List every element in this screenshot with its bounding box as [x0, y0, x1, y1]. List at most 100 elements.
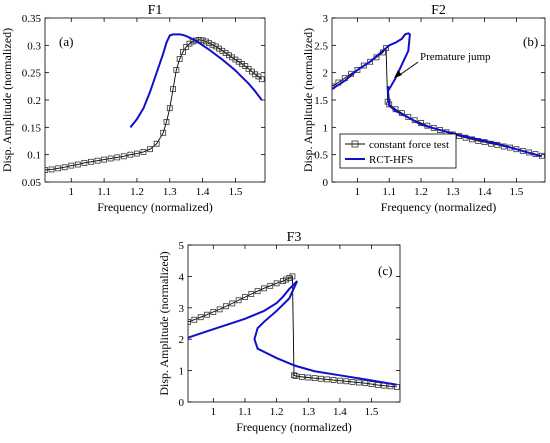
series-line-rct-hfs [332, 32, 543, 158]
data-point-marker [216, 306, 223, 313]
chart-title: F3 [287, 230, 302, 245]
data-point-marker [55, 165, 62, 172]
y-tick-label: 1.5 [314, 95, 328, 107]
x-tick-label: 1 [355, 186, 361, 198]
x-tick-label: 1.1 [97, 186, 111, 198]
x-tick-label: 1.3 [163, 186, 177, 198]
x-tick-label: 1.2 [414, 186, 428, 198]
data-point-marker [140, 149, 147, 155]
x-tick-label: 1.2 [130, 186, 144, 198]
y-tick-label: 0.25 [22, 68, 42, 80]
panel-label: (a) [59, 34, 73, 49]
series-line-rct-hfs [188, 280, 398, 386]
y-axis-label: Disp. Amplitude (normalized) [0, 28, 14, 172]
x-axis-label: Frequency (normalized) [236, 420, 352, 434]
axes-frame [44, 17, 266, 183]
data-point-marker [101, 156, 108, 163]
data-point-marker [354, 67, 361, 73]
data-point-marker [283, 276, 289, 283]
legend-marker-constant [351, 140, 359, 148]
data-point-marker [209, 41, 216, 48]
data-point-marker [160, 129, 167, 136]
data-point-marker [324, 376, 331, 383]
data-point-marker [61, 164, 68, 171]
data-point-marker [120, 153, 127, 160]
series-line-constant-force [45, 39, 263, 171]
data-point-marker [355, 379, 362, 386]
panel-label: (b) [523, 34, 538, 49]
series-line-rct-hfs [129, 33, 263, 128]
annotation-arrowhead [393, 70, 402, 79]
x-tick-label: 1 [211, 406, 217, 418]
data-point-marker [317, 375, 324, 382]
data-point-marker [362, 380, 369, 387]
chart-title: F2 [431, 3, 446, 18]
y-axis-label: Disp. Amplitude (normalized) [157, 251, 171, 395]
data-point-marker [183, 44, 190, 50]
x-tick-label: 1.1 [238, 406, 252, 418]
data-point-marker [254, 288, 261, 295]
y-tick-label: 0.2 [27, 95, 41, 107]
y-tick-label: 5 [179, 240, 185, 252]
x-tick-label: 1.3 [446, 186, 460, 198]
data-point-marker [199, 37, 206, 44]
data-point-marker [166, 105, 173, 112]
data-point-marker [202, 38, 209, 45]
data-point-marker [163, 118, 170, 125]
annotation-arrow [397, 61, 419, 77]
panel-label: (c) [378, 263, 392, 278]
data-point-marker [336, 377, 343, 384]
data-point-marker [289, 273, 296, 280]
data-point-marker [273, 280, 280, 287]
x-tick-label: 1.4 [333, 406, 347, 418]
data-point-marker [235, 297, 242, 304]
data-point-marker [134, 150, 140, 157]
data-point-marker [48, 166, 55, 173]
series-line-constant-force [188, 275, 397, 388]
data-point-marker [311, 375, 318, 382]
y-tick-label: 0.15 [22, 122, 42, 134]
data-point-marker [170, 86, 176, 92]
data-point-marker [248, 291, 255, 297]
legend-box [339, 133, 457, 169]
data-point-marker [74, 161, 81, 168]
y-tick-label: 1 [323, 122, 329, 134]
y-tick-label: 2.5 [314, 40, 328, 52]
x-tick-label: 1.2 [270, 406, 284, 418]
x-axis-label: Frequency (normalized) [97, 200, 213, 214]
annotation-text: Premature jump [420, 51, 491, 63]
legend-label-rct: RCT-HFS [369, 154, 413, 166]
data-point-marker [81, 159, 88, 166]
data-point-marker [330, 377, 337, 383]
data-point-marker [343, 378, 350, 385]
data-point-marker [258, 76, 265, 83]
y-tick-label: 1 [179, 366, 185, 378]
data-point-marker [299, 373, 305, 380]
chart-panel-2: 1 1.1 1.2 1.3 1.4 1.5 0 0.5 1 1.5 2 2.5 3 F2 Frequency… [301, 3, 546, 214]
chart-panel-1: 1 1.1 1.2 1.3 1.4 1.5 0.05 0.1 0.15 0.2 0.25 0.3 0.3… [0, 3, 266, 214]
data-point-marker [188, 319, 191, 325]
y-tick-label: 0.05 [22, 177, 42, 189]
y-tick-label: 0.3 [27, 40, 41, 52]
x-tick-label: 1.1 [382, 186, 396, 198]
y-tick-label: 3 [323, 13, 329, 25]
y-tick-label: 0.1 [27, 150, 41, 162]
data-point-marker [114, 154, 121, 161]
chart-title: F1 [148, 3, 163, 18]
data-point-marker [176, 56, 183, 62]
data-point-marker [267, 282, 274, 289]
data-point-marker [68, 162, 75, 169]
y-tick-label: 0.35 [22, 13, 42, 25]
x-tick-label: 1.4 [478, 186, 492, 198]
y-tick-label: 0 [323, 177, 329, 189]
data-point-marker [349, 379, 356, 385]
x-tick-label: 1.5 [229, 186, 243, 198]
y-tick-label: 4 [179, 271, 185, 283]
axes-frame [187, 244, 401, 403]
plot-area [332, 32, 545, 159]
y-tick-label: 2 [323, 68, 329, 80]
data-point-marker [367, 58, 374, 65]
chart-panel-3: 1 1.1 1.2 1.3 1.4 1.5 0 1 2 3 4 5 F3 Frequency (norma… [157, 230, 401, 434]
data-point-marker [147, 146, 153, 153]
